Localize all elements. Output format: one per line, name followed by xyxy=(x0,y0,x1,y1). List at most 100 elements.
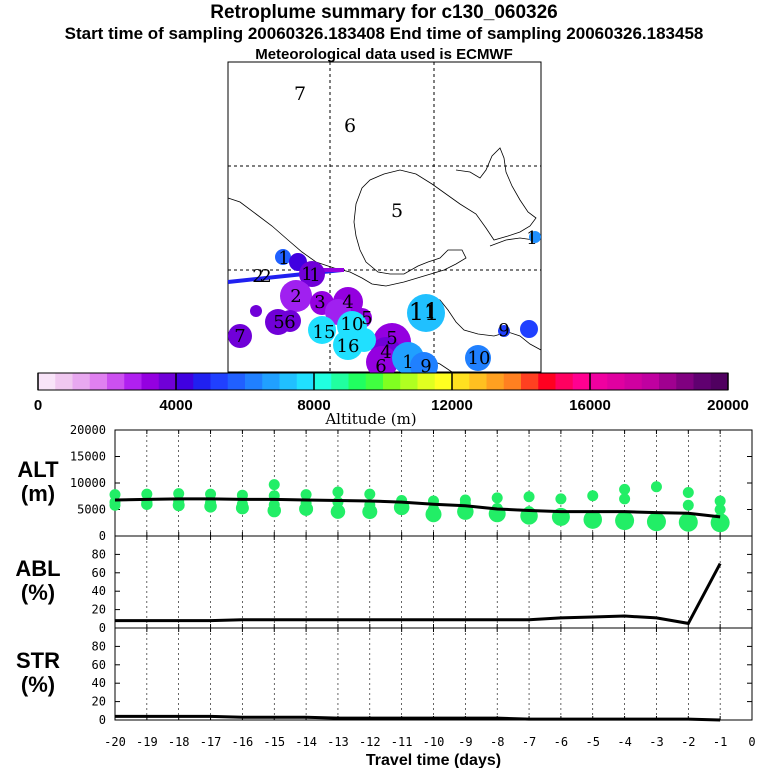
colorbar-cell xyxy=(227,373,246,390)
colorbar-cell xyxy=(572,373,591,390)
colorbar-tick-label: 20000 xyxy=(707,397,749,414)
map-label: 2 xyxy=(290,286,301,307)
colorbar-cell xyxy=(296,373,315,390)
colorbar-tick-label: 0 xyxy=(34,397,42,414)
map-label: 9 xyxy=(420,356,431,377)
x-tick-label: -4 xyxy=(617,735,631,749)
alt-cluster-point xyxy=(555,493,567,505)
alt-cluster-point xyxy=(268,479,280,491)
map-cluster-marker xyxy=(228,324,252,348)
alt-cluster-point xyxy=(332,486,344,498)
colorbar-cell xyxy=(314,373,332,390)
y-tick-label: 0 xyxy=(99,529,106,543)
colorbar-cell xyxy=(193,373,211,390)
colorbar-tick-label: 16000 xyxy=(569,397,611,414)
y-tick-label: 40 xyxy=(92,584,106,598)
alt-cluster-point xyxy=(299,501,314,516)
colorbar-cell xyxy=(538,373,556,390)
map-label: 1 xyxy=(402,352,413,373)
colorbar: 0 4000 8000 12000 16000 20000 Altitude (m) xyxy=(34,372,749,428)
y-tick-label: 5000 xyxy=(77,503,106,517)
alt-cluster-point xyxy=(235,501,249,515)
colorbar-cell xyxy=(210,373,229,390)
x-tick-label: -17 xyxy=(200,735,222,749)
colorbar-cell xyxy=(348,373,367,390)
x-tick-label: -13 xyxy=(327,735,349,749)
x-tick-label: -11 xyxy=(391,735,413,749)
coastline xyxy=(431,297,542,351)
panel-ylabel: ALT xyxy=(17,457,59,482)
x-tick-label: -16 xyxy=(232,735,254,749)
map-label: 4 xyxy=(380,342,391,363)
map-label: 5 xyxy=(361,308,372,329)
colorbar-cell xyxy=(141,373,160,390)
colorbar-tick-label: 12000 xyxy=(431,397,473,414)
x-tick-label: -9 xyxy=(458,735,472,749)
alt-cluster-point xyxy=(650,481,662,493)
alt-cluster-point xyxy=(583,510,602,529)
alt-cluster-point xyxy=(330,504,346,519)
map-label: 16 xyxy=(337,336,360,357)
alt-cluster-point xyxy=(646,512,666,532)
alt-median-line xyxy=(114,497,721,519)
y-tick-label: 60 xyxy=(92,566,106,580)
map-cluster-marker xyxy=(520,320,538,338)
alt-cluster-point xyxy=(109,499,121,511)
panel-ylabel: ABL xyxy=(15,556,60,581)
map-label: 5 xyxy=(386,328,397,349)
x-tick-label: -19 xyxy=(136,735,158,749)
x-tick-label: -3 xyxy=(649,735,663,749)
x-tick-label: -8 xyxy=(490,735,504,749)
y-tick-label: 20 xyxy=(92,603,106,617)
x-tick-label: -15 xyxy=(263,735,285,749)
x-tick-label: 0 xyxy=(748,735,755,749)
alt-cluster-point xyxy=(172,499,185,512)
map-label: 1 xyxy=(526,228,537,249)
colorbar-cell xyxy=(417,373,436,390)
map-cluster-marker xyxy=(250,305,262,317)
map-cluster-marker xyxy=(275,249,291,265)
alt-cluster-point xyxy=(364,488,376,500)
colorbar-cell xyxy=(469,373,487,390)
panel-ylabel: (m) xyxy=(21,481,55,506)
colorbar-cell xyxy=(521,373,539,390)
colorbar-cell xyxy=(607,373,625,390)
alt-cluster-point xyxy=(362,504,378,520)
map-label: 3 xyxy=(314,292,325,313)
y-tick-label: 80 xyxy=(92,547,106,561)
colorbar-cell xyxy=(710,373,729,390)
alt-cluster-point xyxy=(587,490,599,502)
coastline xyxy=(489,237,535,247)
colorbar-cell xyxy=(124,373,142,390)
y-tick-label: 20000 xyxy=(70,423,106,437)
series-line xyxy=(115,562,722,626)
sampling-times: Start time of sampling 20060326.183408 E… xyxy=(64,24,704,43)
x-axis-label: Travel time (days) xyxy=(366,752,501,768)
map-label: 7 xyxy=(294,83,306,105)
map-label: 5 xyxy=(391,200,403,222)
map-cluster-marker xyxy=(529,231,541,243)
colorbar-cell xyxy=(38,373,56,390)
alt-cluster-point xyxy=(682,499,694,511)
alt-cluster-point xyxy=(425,506,442,523)
y-tick-label: 20 xyxy=(92,695,106,709)
series-line xyxy=(115,714,721,722)
map-label: 5 xyxy=(273,312,284,333)
map-label: 6 xyxy=(375,356,386,377)
colorbar-cell xyxy=(383,373,401,390)
colorbar-cell xyxy=(624,373,643,390)
map-label: 6 xyxy=(284,312,295,333)
map-clusters xyxy=(228,231,541,380)
map-label: 2 xyxy=(260,266,271,287)
map-label: 9 xyxy=(498,320,509,341)
colorbar-cell xyxy=(400,373,418,390)
map-cluster-marker xyxy=(299,261,325,287)
y-tick-label: 0 xyxy=(99,713,106,727)
alt-cluster-point xyxy=(491,492,503,504)
x-tick-label: -2 xyxy=(681,735,695,749)
panel-abl: 0 20 40 60 80 ABL(%) xyxy=(15,535,753,635)
map-label: 6 xyxy=(344,115,356,137)
map-label: 10 xyxy=(468,348,491,369)
map-label: 1 xyxy=(424,302,435,323)
